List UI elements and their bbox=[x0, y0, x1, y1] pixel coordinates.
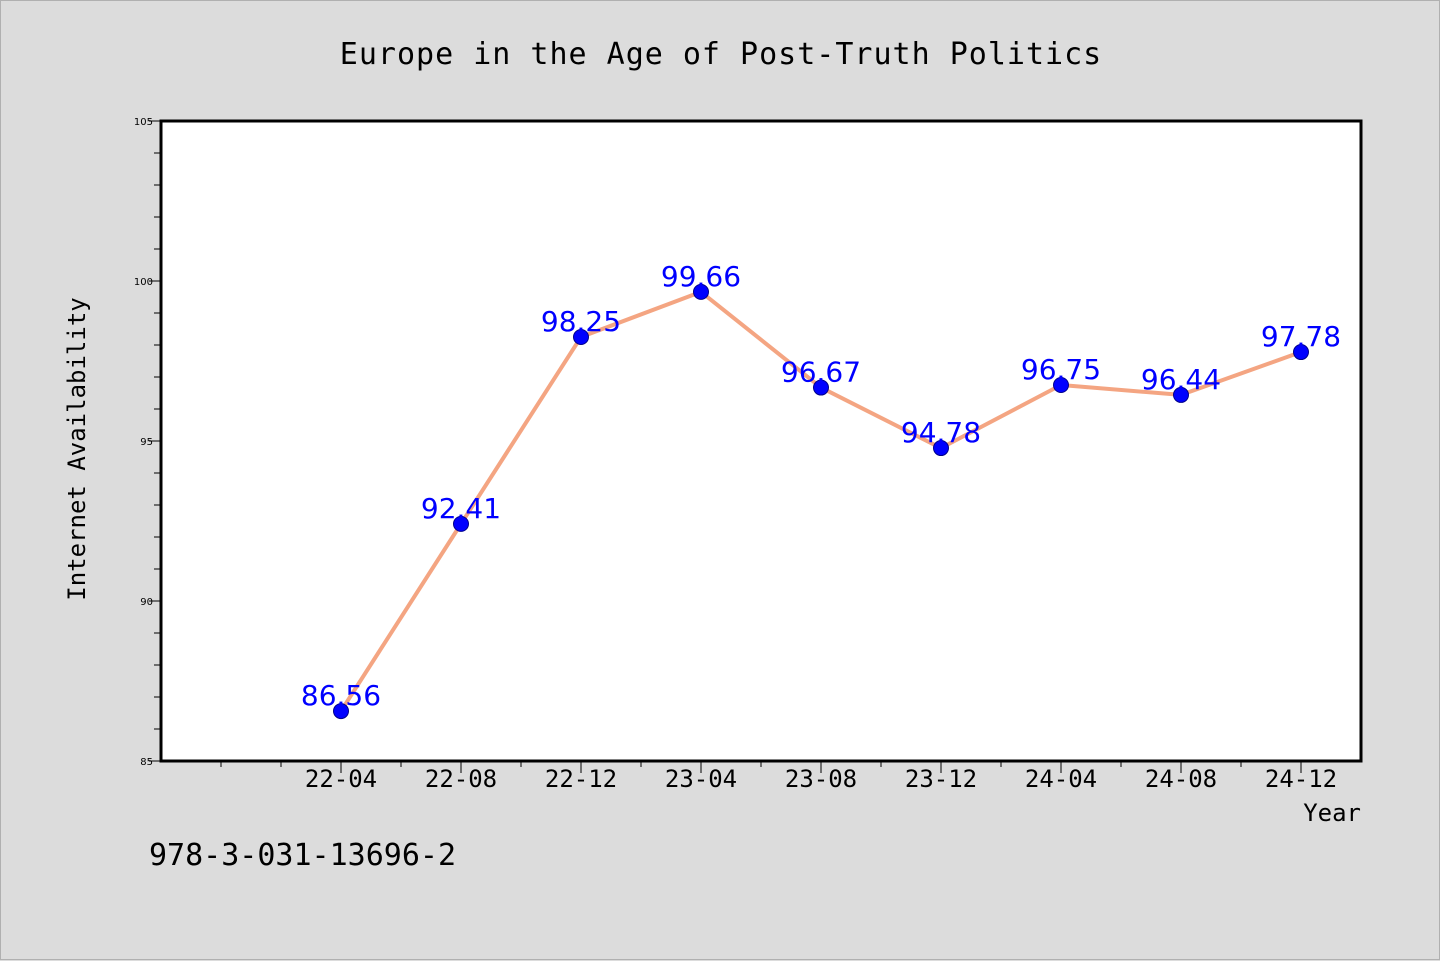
data-label: 99.66 bbox=[661, 260, 741, 293]
data-point bbox=[453, 515, 469, 532]
chart-title: Europe in the Age of Post-Truth Politics bbox=[340, 37, 1102, 72]
data-markers bbox=[333, 283, 1309, 720]
data-point bbox=[333, 703, 349, 720]
data-point bbox=[1293, 344, 1309, 361]
data-point bbox=[813, 379, 829, 396]
x-tick-label: 22-04 bbox=[305, 765, 377, 793]
data-label: 96.67 bbox=[781, 356, 861, 389]
x-tick-label: 22-12 bbox=[545, 765, 617, 793]
x-tick-label: 24-08 bbox=[1145, 765, 1217, 793]
x-tick-label: 24-04 bbox=[1025, 765, 1097, 793]
y-axis-label: Internet Availability bbox=[63, 297, 91, 600]
y-tick-label: 105 bbox=[134, 117, 153, 128]
x-tick-label: 22-08 bbox=[425, 765, 497, 793]
x-tick-label: 24-12 bbox=[1265, 765, 1337, 793]
y-tick-label: 85 bbox=[140, 757, 153, 768]
data-label: 98.25 bbox=[541, 305, 621, 338]
y-axis: 85 90 95 100 105 bbox=[134, 117, 161, 768]
x-tick-label: 23-12 bbox=[905, 765, 977, 793]
data-point bbox=[693, 283, 709, 300]
y-tick-label: 100 bbox=[134, 277, 153, 288]
data-label: 94.78 bbox=[901, 416, 981, 449]
x-axis-label: Year bbox=[1303, 799, 1361, 827]
x-tick-label: 23-04 bbox=[665, 765, 737, 793]
data-label: 96.75 bbox=[1021, 353, 1101, 386]
data-label: 92.41 bbox=[421, 492, 501, 525]
isbn-footer: 978-3-031-13696-2 bbox=[149, 838, 456, 873]
data-label: 97.78 bbox=[1261, 320, 1341, 353]
data-point bbox=[573, 329, 589, 345]
plot-area bbox=[159, 119, 1363, 763]
data-point bbox=[1173, 386, 1189, 403]
data-point bbox=[1053, 377, 1069, 393]
x-tick-label: 23-08 bbox=[785, 765, 857, 793]
y-tick-label: 95 bbox=[140, 437, 153, 448]
data-label: 86.56 bbox=[301, 679, 381, 712]
data-point bbox=[933, 440, 949, 457]
y-tick-label: 90 bbox=[140, 597, 153, 608]
data-labels: 86.56 92.41 98.25 99.66 96.67 94.78 96.75 96.44… bbox=[301, 260, 1341, 712]
data-label: 96.44 bbox=[1141, 363, 1221, 396]
x-axis: 22-04 22-08 22-12 23-04 23-08 23-12 24-04 24-08… bbox=[220, 761, 1337, 793]
